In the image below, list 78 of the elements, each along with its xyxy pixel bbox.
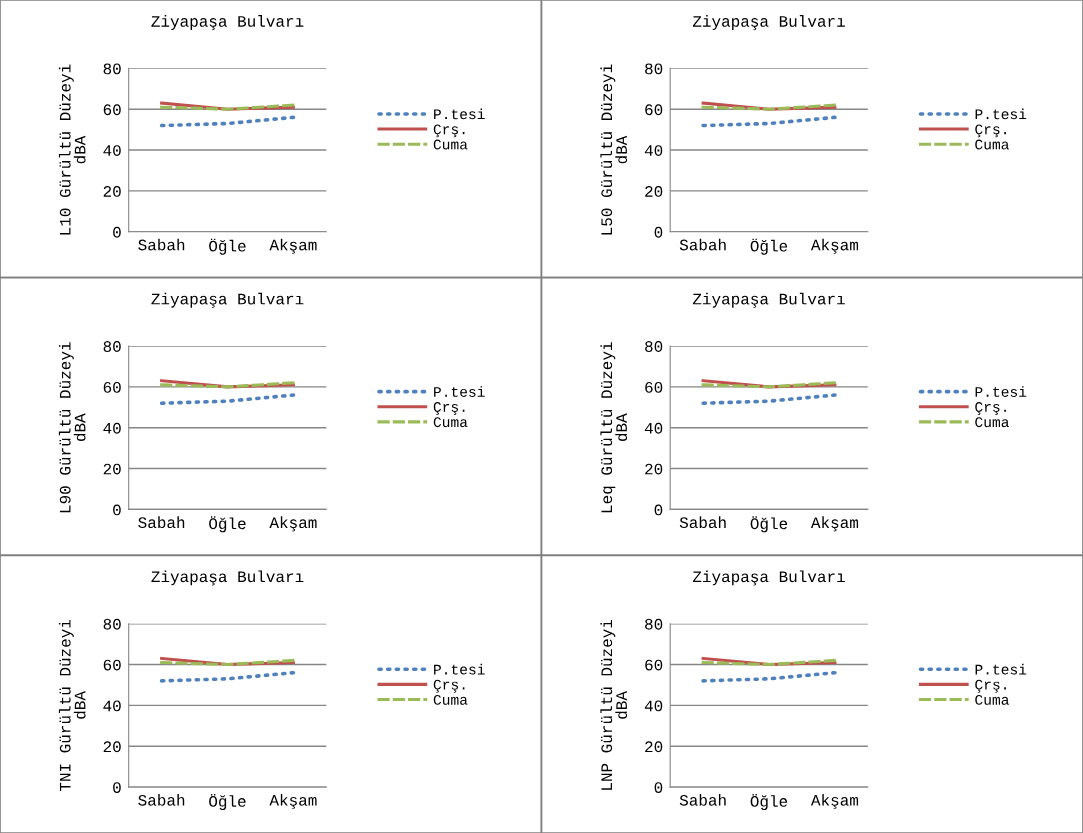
y-tick-label: 40 bbox=[644, 700, 663, 712]
x-tick-label: Öğle bbox=[750, 238, 788, 255]
legend-label: P.tesi bbox=[434, 386, 485, 397]
x-tick-label: Akşam bbox=[810, 794, 859, 810]
legend-label: Çrş. bbox=[975, 124, 1006, 138]
y-tick-label: 0 bbox=[113, 782, 121, 794]
legend-label: Çrş. bbox=[975, 679, 1006, 693]
x-tick-label: Sabah bbox=[679, 238, 726, 251]
x-tick-label: Sabah bbox=[138, 794, 185, 806]
chart-title: Ziyapaşa Bulvarı bbox=[692, 15, 845, 31]
chart-title: Ziyapaşa Bulvarı bbox=[151, 570, 304, 586]
legend-label: Cuma bbox=[975, 139, 1009, 150]
y-tick-label: 20 bbox=[103, 741, 121, 753]
x-tick-label: Öğle bbox=[209, 516, 246, 533]
legend-label: P.tesi bbox=[975, 663, 1027, 675]
chart-title: Ziyapaşa Bulvarı bbox=[692, 292, 845, 308]
y-tick-label: 20 bbox=[103, 463, 121, 475]
y-axis-title: L90 Gürültü Düzeyi dBA bbox=[58, 342, 86, 513]
legend-label: Cuma bbox=[433, 417, 468, 428]
y-tick-label: 0 bbox=[113, 504, 121, 516]
y-tick-label: 0 bbox=[654, 782, 663, 794]
legend-label: Çrş. bbox=[433, 679, 465, 693]
x-tick-label: Sabah bbox=[679, 794, 726, 806]
y-axis-title: L10 Gürültü Düzeyi dBA bbox=[58, 64, 86, 235]
y-tick-label: 0 bbox=[654, 504, 663, 516]
legend-label: P.tesi bbox=[975, 386, 1027, 397]
y-tick-label: 40 bbox=[103, 145, 121, 156]
y-tick-label: 40 bbox=[644, 145, 663, 156]
y-tick-label: 0 bbox=[113, 226, 121, 238]
chart-title: Ziyapaşa Bulvarı bbox=[151, 15, 304, 31]
legend-label: Cuma bbox=[433, 139, 468, 150]
x-tick-label: Akşam bbox=[269, 794, 317, 810]
legend-label: P.tesi bbox=[434, 108, 485, 120]
y-axis-title: Leq Gürültü Düzeyi dBA bbox=[600, 342, 628, 513]
y-tick-label: 20 bbox=[645, 186, 663, 197]
x-tick-label: Sabah bbox=[138, 238, 185, 251]
x-tick-label: Akşam bbox=[269, 516, 317, 532]
y-tick-label: 80 bbox=[103, 63, 121, 75]
y-tick-label: 60 bbox=[103, 381, 121, 393]
y-tick-label: 80 bbox=[645, 63, 663, 75]
x-tick-label: Öğle bbox=[750, 516, 788, 533]
x-tick-label: Akşam bbox=[810, 516, 859, 532]
y-tick-label: 60 bbox=[645, 104, 663, 116]
y-tick-label: 60 bbox=[103, 659, 121, 671]
x-tick-label: Sabah bbox=[138, 516, 185, 529]
legend-label: Çrş. bbox=[433, 124, 465, 138]
x-tick-label: Öğle bbox=[750, 794, 788, 811]
x-tick-label: Akşam bbox=[269, 238, 317, 254]
y-tick-label: 20 bbox=[645, 741, 663, 753]
legend-label: Cuma bbox=[433, 694, 468, 705]
y-tick-label: 40 bbox=[103, 422, 121, 434]
y-tick-label: 20 bbox=[645, 463, 663, 475]
y-tick-label: 60 bbox=[645, 381, 663, 393]
y-tick-label: 40 bbox=[644, 422, 663, 434]
legend-label: P.tesi bbox=[975, 108, 1027, 120]
y-tick-label: 60 bbox=[103, 104, 121, 116]
y-tick-label: 80 bbox=[103, 341, 121, 352]
y-tick-label: 60 bbox=[645, 659, 663, 671]
y-tick-label: 80 bbox=[645, 341, 663, 352]
y-tick-label: 0 bbox=[654, 226, 663, 238]
legend-label: Cuma bbox=[975, 694, 1009, 705]
chart-title: Ziyapaşa Bulvarı bbox=[151, 292, 304, 308]
x-tick-label: Öğle bbox=[209, 238, 246, 255]
legend-label: P.tesi bbox=[434, 663, 485, 675]
y-tick-label: 40 bbox=[103, 700, 121, 712]
x-tick-label: Sabah bbox=[679, 516, 726, 529]
y-tick-label: 80 bbox=[645, 618, 663, 630]
x-tick-label: Öğle bbox=[209, 794, 246, 811]
y-tick-label: 80 bbox=[103, 618, 121, 630]
y-tick-label: 20 bbox=[103, 186, 121, 197]
chart-title: Ziyapaşa Bulvarı bbox=[692, 570, 845, 586]
y-axis-title: LNP Gürültü Düzeyi dBA bbox=[600, 619, 628, 790]
y-axis-title: TNI Gürültü Düzeyi dBA bbox=[58, 619, 86, 792]
legend-label: Çrş. bbox=[433, 402, 465, 415]
legend-label: Çrş. bbox=[975, 402, 1006, 415]
y-axis-title: L50 Gürültü Düzeyi dBA bbox=[600, 64, 628, 235]
legend-label: Cuma bbox=[975, 417, 1009, 428]
x-tick-label: Akşam bbox=[810, 238, 859, 254]
